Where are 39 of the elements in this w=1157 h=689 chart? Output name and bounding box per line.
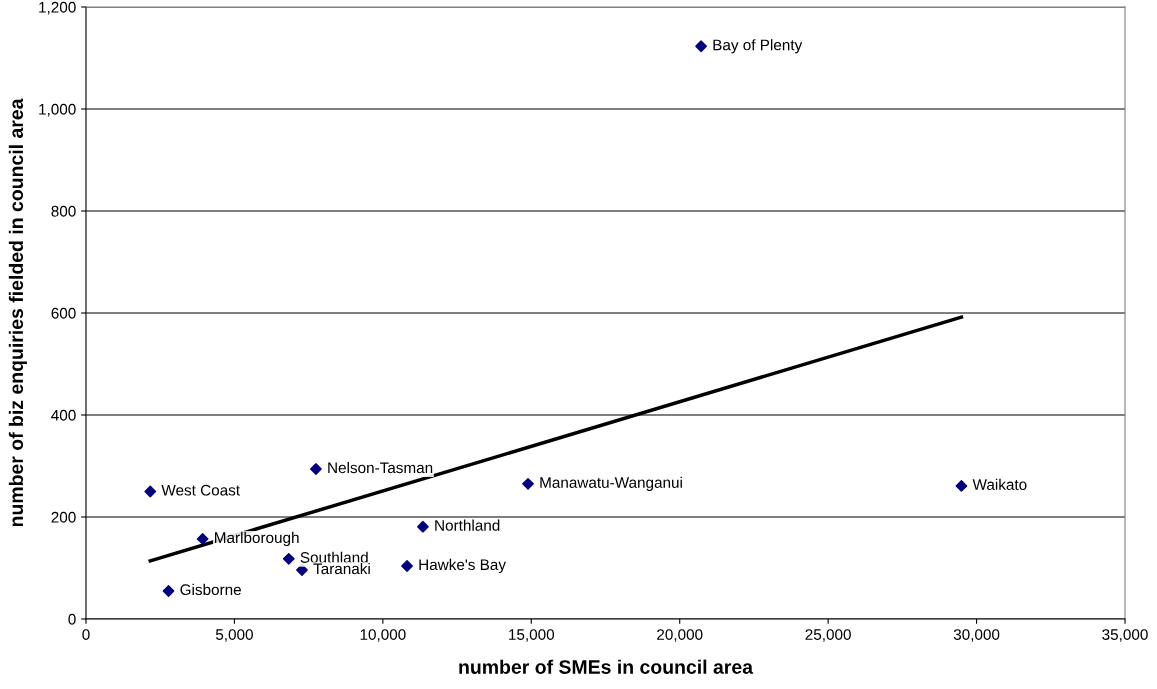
annotation: Marlborough (215, 531, 299, 547)
annotation: Gisborne (180, 583, 241, 596)
y-tick-label: 1,200 (39, 1, 76, 15)
point (417, 520, 429, 533)
x-tick-label: 35,000 (1102, 629, 1148, 642)
x-axis-title: number of SMEs in council area (459, 659, 754, 674)
annotation: Bay of Plenty (713, 39, 803, 54)
annotation: Southland (300, 551, 368, 563)
y-tick-label: 600 (51, 307, 76, 319)
y-axis-title: number of biz enquiries fielded in council area (8, 98, 27, 527)
annotation: Manawatu-Wanganui (540, 476, 682, 491)
point (296, 564, 308, 576)
point (955, 479, 968, 492)
y-tick-label: 0 (68, 613, 76, 625)
y-tick-label: 800 (51, 205, 76, 217)
point (310, 463, 322, 475)
annotation: Taranaki (313, 562, 370, 575)
x-tick-label: 15,000 (509, 629, 555, 642)
x-tick-label: 20,000 (657, 629, 703, 642)
annotation: Northland (435, 519, 500, 531)
annotation: Nelson-Tasman (328, 461, 433, 474)
x-tick-label: 5,000 (215, 629, 253, 642)
point (401, 560, 413, 572)
point (144, 485, 157, 498)
x-tick-label: 25,000 (805, 629, 851, 642)
annotation: Waikato (972, 478, 1027, 490)
x-tick-label: 10,000 (360, 629, 406, 642)
point (522, 477, 534, 490)
annotation: West Coast (161, 484, 240, 496)
point (196, 533, 209, 545)
x-tick-label: 0 (82, 629, 90, 640)
x-tick-label: 30,000 (953, 629, 1000, 642)
point (695, 40, 707, 53)
annotation: Hawke's Bay (419, 558, 506, 574)
point (282, 552, 295, 565)
y-tick-label: 400 (51, 409, 76, 421)
y-tick-label: 1,000 (39, 103, 76, 117)
point (162, 585, 175, 597)
y-tick-label: 200 (51, 511, 76, 523)
